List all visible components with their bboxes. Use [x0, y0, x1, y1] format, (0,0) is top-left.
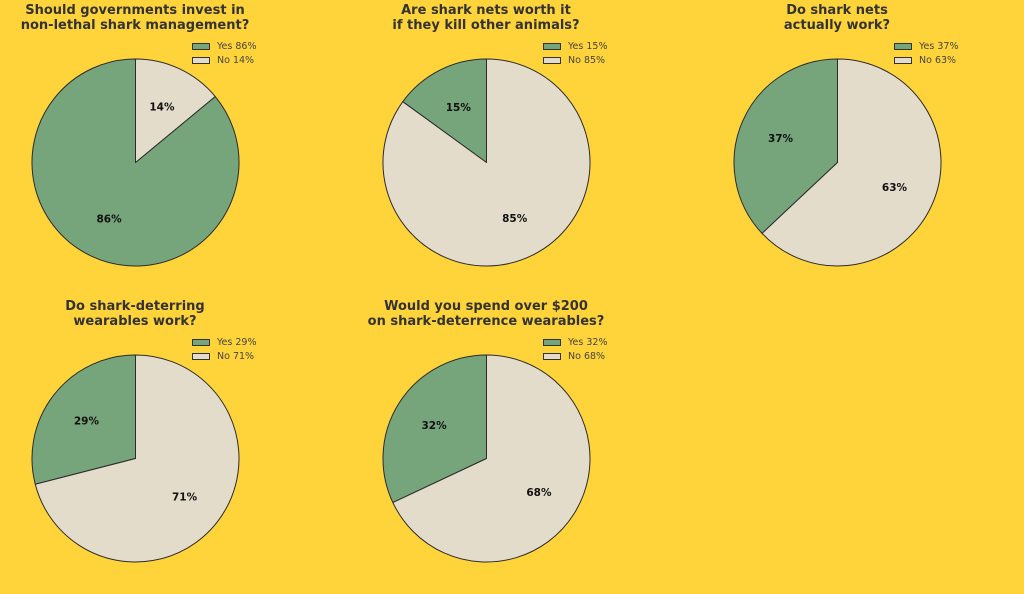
- chart-title: Would you spend over $200 on shark-deter…: [367, 299, 605, 329]
- chart-title: Are shark nets worth it if they kill oth…: [392, 3, 580, 33]
- legend-label: Yes 15%: [568, 41, 608, 53]
- legend-label: No 63%: [919, 54, 957, 66]
- legend-entry: Yes 32%: [543, 336, 607, 350]
- pie-chart: 86% 14%: [31, 58, 240, 267]
- pie-chart: 32% 68%: [382, 354, 591, 563]
- legend-swatch: [192, 339, 210, 347]
- legend-entry: Yes 15%: [543, 40, 607, 54]
- chart-legend: Yes 15% No 85%: [543, 40, 607, 67]
- chart-legend: Yes 86% No 14%: [192, 40, 256, 67]
- pie-slice-no: [382, 58, 591, 267]
- pie-slice-no: [761, 58, 942, 267]
- legend-label: Yes 37%: [919, 41, 959, 53]
- legend-swatch: [894, 56, 912, 64]
- pie-chart-panel: Do shark-deterring wearables work? 29% 71%…: [0, 296, 330, 586]
- slice-value-label: 71%: [172, 492, 198, 504]
- legend-entry: No 63%: [894, 54, 958, 68]
- legend-swatch: [543, 56, 561, 64]
- slice-value-label: 14%: [149, 101, 175, 113]
- slice-value-label: 85%: [502, 213, 528, 225]
- slice-value-label: 86%: [96, 214, 122, 226]
- legend-swatch: [894, 43, 912, 51]
- pie-chart-panel: Would you spend over $200 on shark-deter…: [351, 296, 681, 586]
- slice-value-label: 32%: [421, 420, 447, 432]
- slice-value-label: 68%: [526, 487, 552, 499]
- legend-entry: Yes 37%: [894, 40, 958, 54]
- legend-swatch: [543, 43, 561, 51]
- pie-chart: 15% 85%: [382, 58, 591, 267]
- legend-label: No 14%: [217, 54, 255, 66]
- legend-swatch: [543, 352, 561, 360]
- legend-entry: No 85%: [543, 54, 607, 68]
- legend-label: No 85%: [568, 54, 606, 66]
- slice-value-label: 63%: [882, 182, 908, 194]
- chart-title: Do shark-deterring wearables work?: [65, 299, 205, 329]
- slice-value-label: 15%: [446, 102, 472, 114]
- pie-slice-no: [34, 354, 240, 563]
- legend-swatch: [192, 352, 210, 360]
- legend-swatch: [543, 339, 561, 347]
- slice-value-label: 29%: [74, 415, 100, 427]
- legend-swatch: [192, 56, 210, 64]
- legend-entry: No 71%: [192, 350, 256, 364]
- pie-slice-yes: [402, 58, 487, 163]
- pie-chart-panel: Do shark nets actually work? 37% 63% Yes 37…: [702, 0, 1024, 290]
- chart-title: Do shark nets actually work?: [783, 3, 891, 33]
- legend-entry: Yes 86%: [192, 40, 256, 54]
- legend-entry: Yes 29%: [192, 336, 256, 350]
- legend-label: Yes 29%: [217, 337, 257, 349]
- pie-slice-yes: [31, 354, 136, 485]
- legend-label: Yes 86%: [217, 41, 257, 53]
- chart-legend: Yes 32% No 68%: [543, 336, 607, 363]
- pie-slice-no: [135, 58, 216, 163]
- pie-chart: 37% 63%: [733, 58, 942, 267]
- chart-title: Should governments invest in non-lethal …: [20, 3, 250, 33]
- legend-label: No 68%: [568, 350, 606, 362]
- chart-legend: Yes 29% No 71%: [192, 336, 256, 363]
- legend-swatch: [192, 43, 210, 51]
- slice-value-label: 37%: [768, 133, 794, 145]
- pie-slice-yes: [382, 354, 487, 504]
- pie-chart: 29% 71%: [31, 354, 240, 563]
- legend-entry: No 14%: [192, 54, 256, 68]
- pie-chart-panel: Are shark nets worth it if they kill oth…: [351, 0, 681, 290]
- legend-entry: No 68%: [543, 350, 607, 364]
- legend-label: Yes 32%: [568, 337, 608, 349]
- legend-label: No 71%: [217, 350, 255, 362]
- pie-chart-panel: Should governments invest in non-lethal …: [0, 0, 330, 290]
- pie-slice-yes: [733, 58, 838, 234]
- pie-slice-no: [392, 354, 591, 563]
- chart-legend: Yes 37% No 63%: [894, 40, 958, 67]
